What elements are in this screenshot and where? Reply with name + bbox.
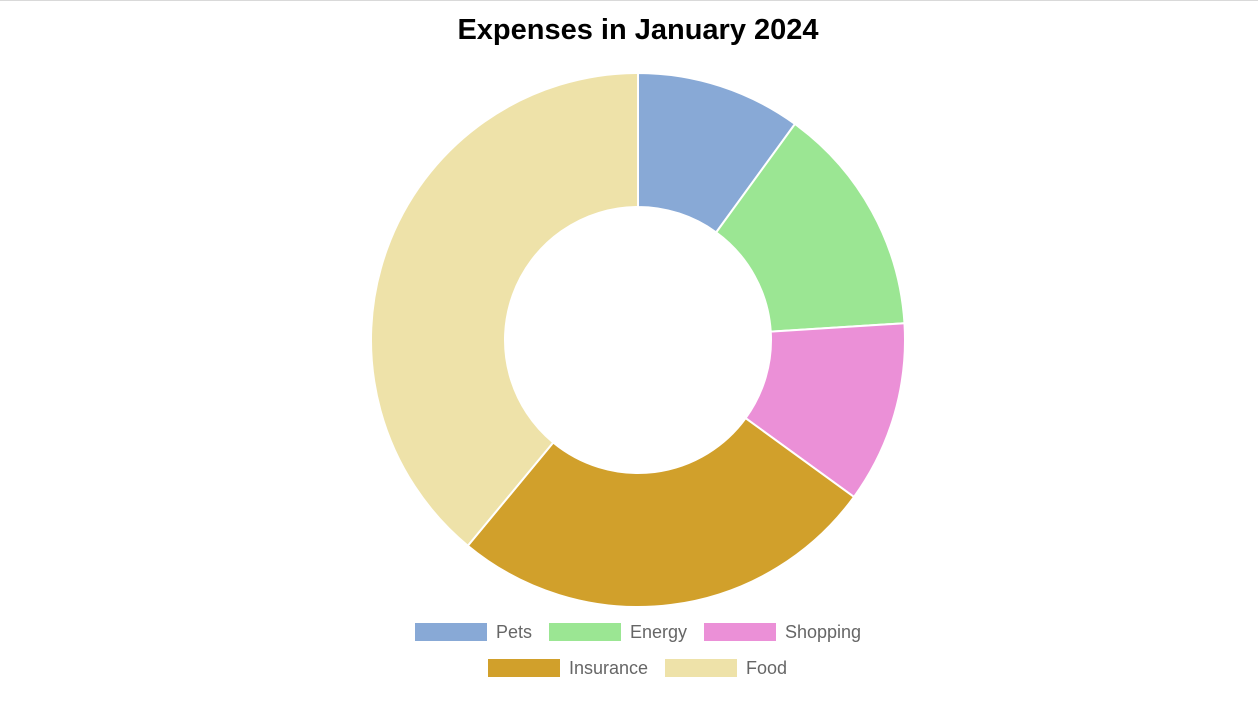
chart-title: Expenses in January 2024 <box>457 14 819 46</box>
slice-energy[interactable] <box>714 122 906 333</box>
slice-insurance[interactable] <box>466 416 856 609</box>
top-divider <box>0 0 1258 1</box>
slice-food[interactable] <box>370 71 639 548</box>
